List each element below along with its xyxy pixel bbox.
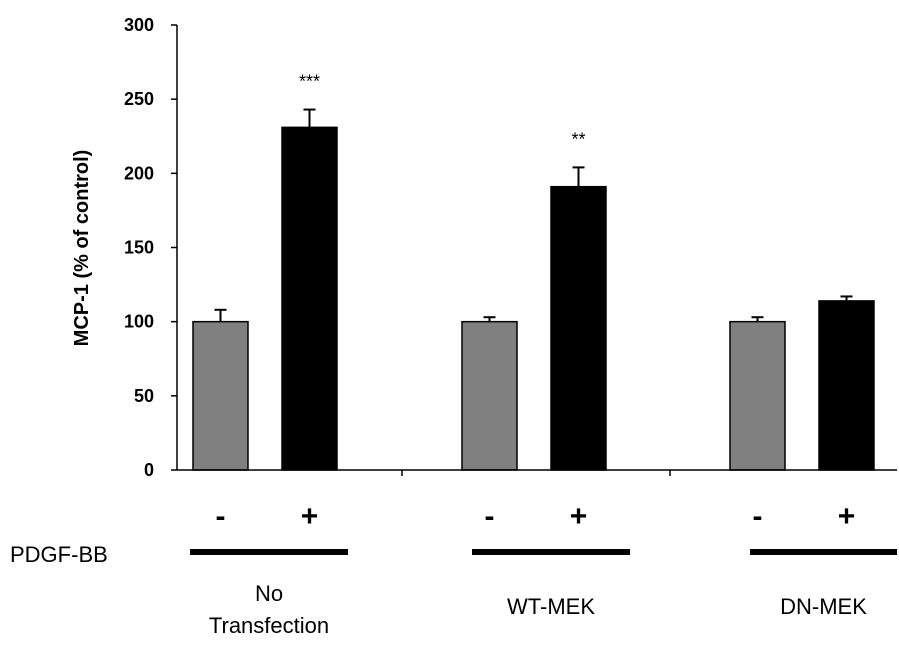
y-tick-label: 150: [124, 238, 154, 258]
y-tick-label: 250: [124, 89, 154, 109]
y-tick-label: 300: [124, 15, 154, 35]
treatment-sign-label: -: [485, 500, 495, 533]
significance-label: ***: [299, 72, 320, 92]
group-label: No: [255, 581, 283, 606]
group-label: Transfection: [209, 613, 329, 638]
treatment-sign-label: +: [570, 500, 588, 533]
y-tick-label: 100: [124, 312, 154, 332]
treatment-label: PDGF-BB: [10, 542, 108, 567]
bar: [729, 320, 786, 471]
bar: [818, 300, 875, 471]
significance-label: **: [571, 129, 585, 149]
bar: [281, 126, 338, 471]
group-label: DN-MEK: [780, 594, 867, 619]
bar: [461, 320, 518, 471]
labels-layer: 0 50 100 150 200 250 300 - *** + No Transfection - **…: [124, 15, 867, 638]
treatment-sign-label: -: [216, 500, 226, 533]
group-label: WT-MEK: [507, 594, 595, 619]
treatment-sign-label: +: [301, 500, 319, 533]
bars-layer: [192, 108, 875, 471]
axes-layer: [171, 24, 897, 555]
treatment-sign-label: -: [753, 500, 763, 533]
y-tick-label: 50: [134, 386, 154, 406]
treatment-sign-label: +: [838, 500, 856, 533]
bar: [192, 320, 249, 471]
y-tick-label: 0: [144, 460, 154, 480]
y-tick-label: 200: [124, 163, 154, 183]
bar: [550, 185, 607, 471]
y-axis-label: MCP-1 (% of control): [71, 150, 93, 347]
